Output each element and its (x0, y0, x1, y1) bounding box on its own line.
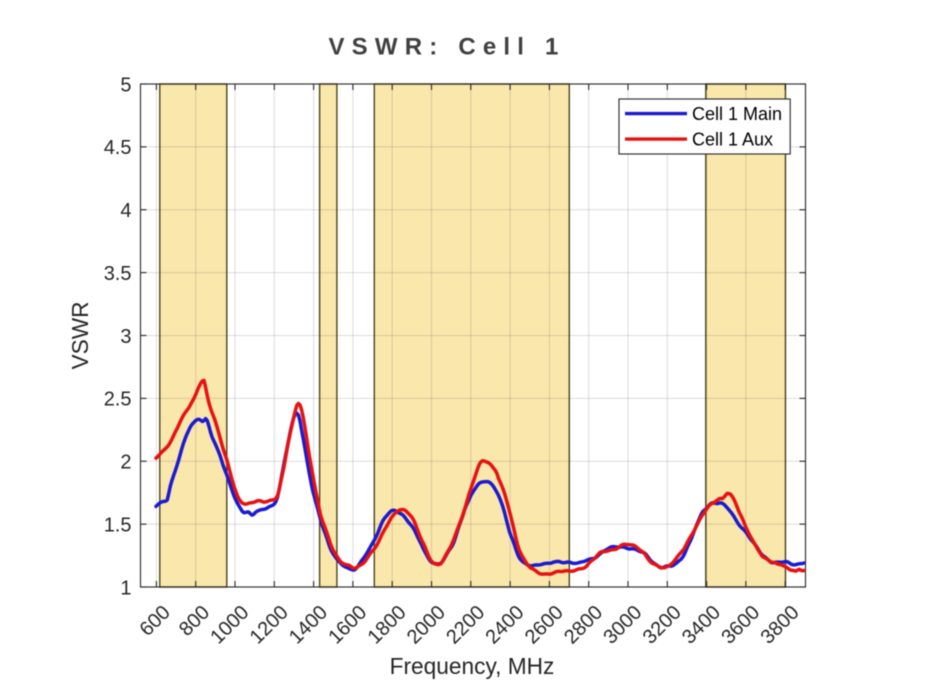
svg-text:5: 5 (120, 74, 131, 96)
svg-text:1: 1 (120, 577, 131, 599)
svg-text:VSWR: Cell 1: VSWR: Cell 1 (328, 34, 565, 61)
svg-text:Cell 1 Aux: Cell 1 Aux (692, 130, 773, 150)
svg-text:2.5: 2.5 (104, 389, 132, 411)
svg-text:Cell 1 Main: Cell 1 Main (692, 104, 782, 124)
svg-text:Frequency, MHz: Frequency, MHz (390, 653, 555, 679)
svg-text:2: 2 (120, 452, 131, 474)
svg-text:4: 4 (120, 200, 131, 222)
svg-text:VSWR: VSWR (67, 301, 93, 369)
svg-text:1.5: 1.5 (104, 514, 132, 536)
svg-text:3: 3 (120, 326, 131, 348)
svg-text:4.5: 4.5 (104, 137, 132, 159)
svg-text:3.5: 3.5 (104, 263, 132, 285)
